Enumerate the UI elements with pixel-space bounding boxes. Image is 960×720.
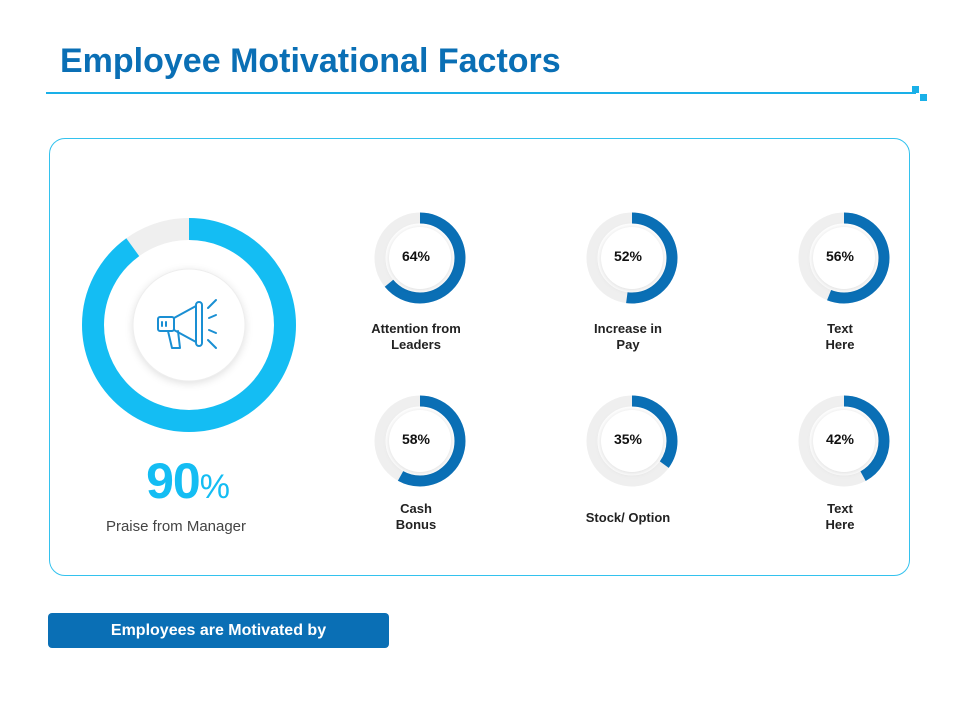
main-factor-label: Praise from Manager [105, 518, 247, 535]
factor-value: 52% [613, 248, 643, 264]
main-donut-center [132, 268, 246, 382]
factor-value: 42% [825, 431, 855, 447]
factor-label: Stock/ Option [585, 510, 671, 525]
main-factor-value: 90% [146, 453, 230, 509]
factor-donut-progress [374, 212, 466, 304]
main-factor-donut [82, 218, 296, 432]
factor-value: 64% [401, 248, 431, 264]
factor-donut: 56% [794, 212, 894, 304]
factor-value: 58% [401, 431, 431, 447]
factor-donut-progress [586, 395, 678, 487]
corner-accent-square [920, 94, 927, 101]
page-title: Employee Motivational Factors [60, 42, 561, 80]
factor-donut: 52% [582, 212, 682, 304]
factor-value: 35% [613, 431, 643, 447]
factor-donut-progress [798, 395, 890, 487]
factor-donut-progress [374, 395, 466, 487]
title-underline [46, 92, 916, 94]
megaphone-icon [157, 299, 217, 349]
employees-motivated-by-button[interactable]: Employees are Motivated by [48, 613, 389, 648]
corner-accent-square [912, 86, 919, 93]
factor-donut: 64% [370, 212, 470, 304]
factor-label: Increase in Pay [594, 321, 662, 352]
main-donut-progress [82, 218, 296, 432]
factor-donut-progress [798, 212, 890, 304]
factor-donut: 58% [370, 395, 470, 487]
factor-donut: 42% [794, 395, 894, 487]
factor-label: Text Here [825, 321, 855, 352]
factor-label: Attention from Leaders [371, 321, 461, 352]
factors-panel [49, 138, 910, 576]
factor-donut-progress [586, 212, 678, 304]
factor-label: Cash Bonus [395, 501, 437, 532]
factor-label: Text Here [825, 501, 855, 532]
factor-donut: 35% [582, 395, 682, 487]
factor-value: 56% [825, 248, 855, 264]
